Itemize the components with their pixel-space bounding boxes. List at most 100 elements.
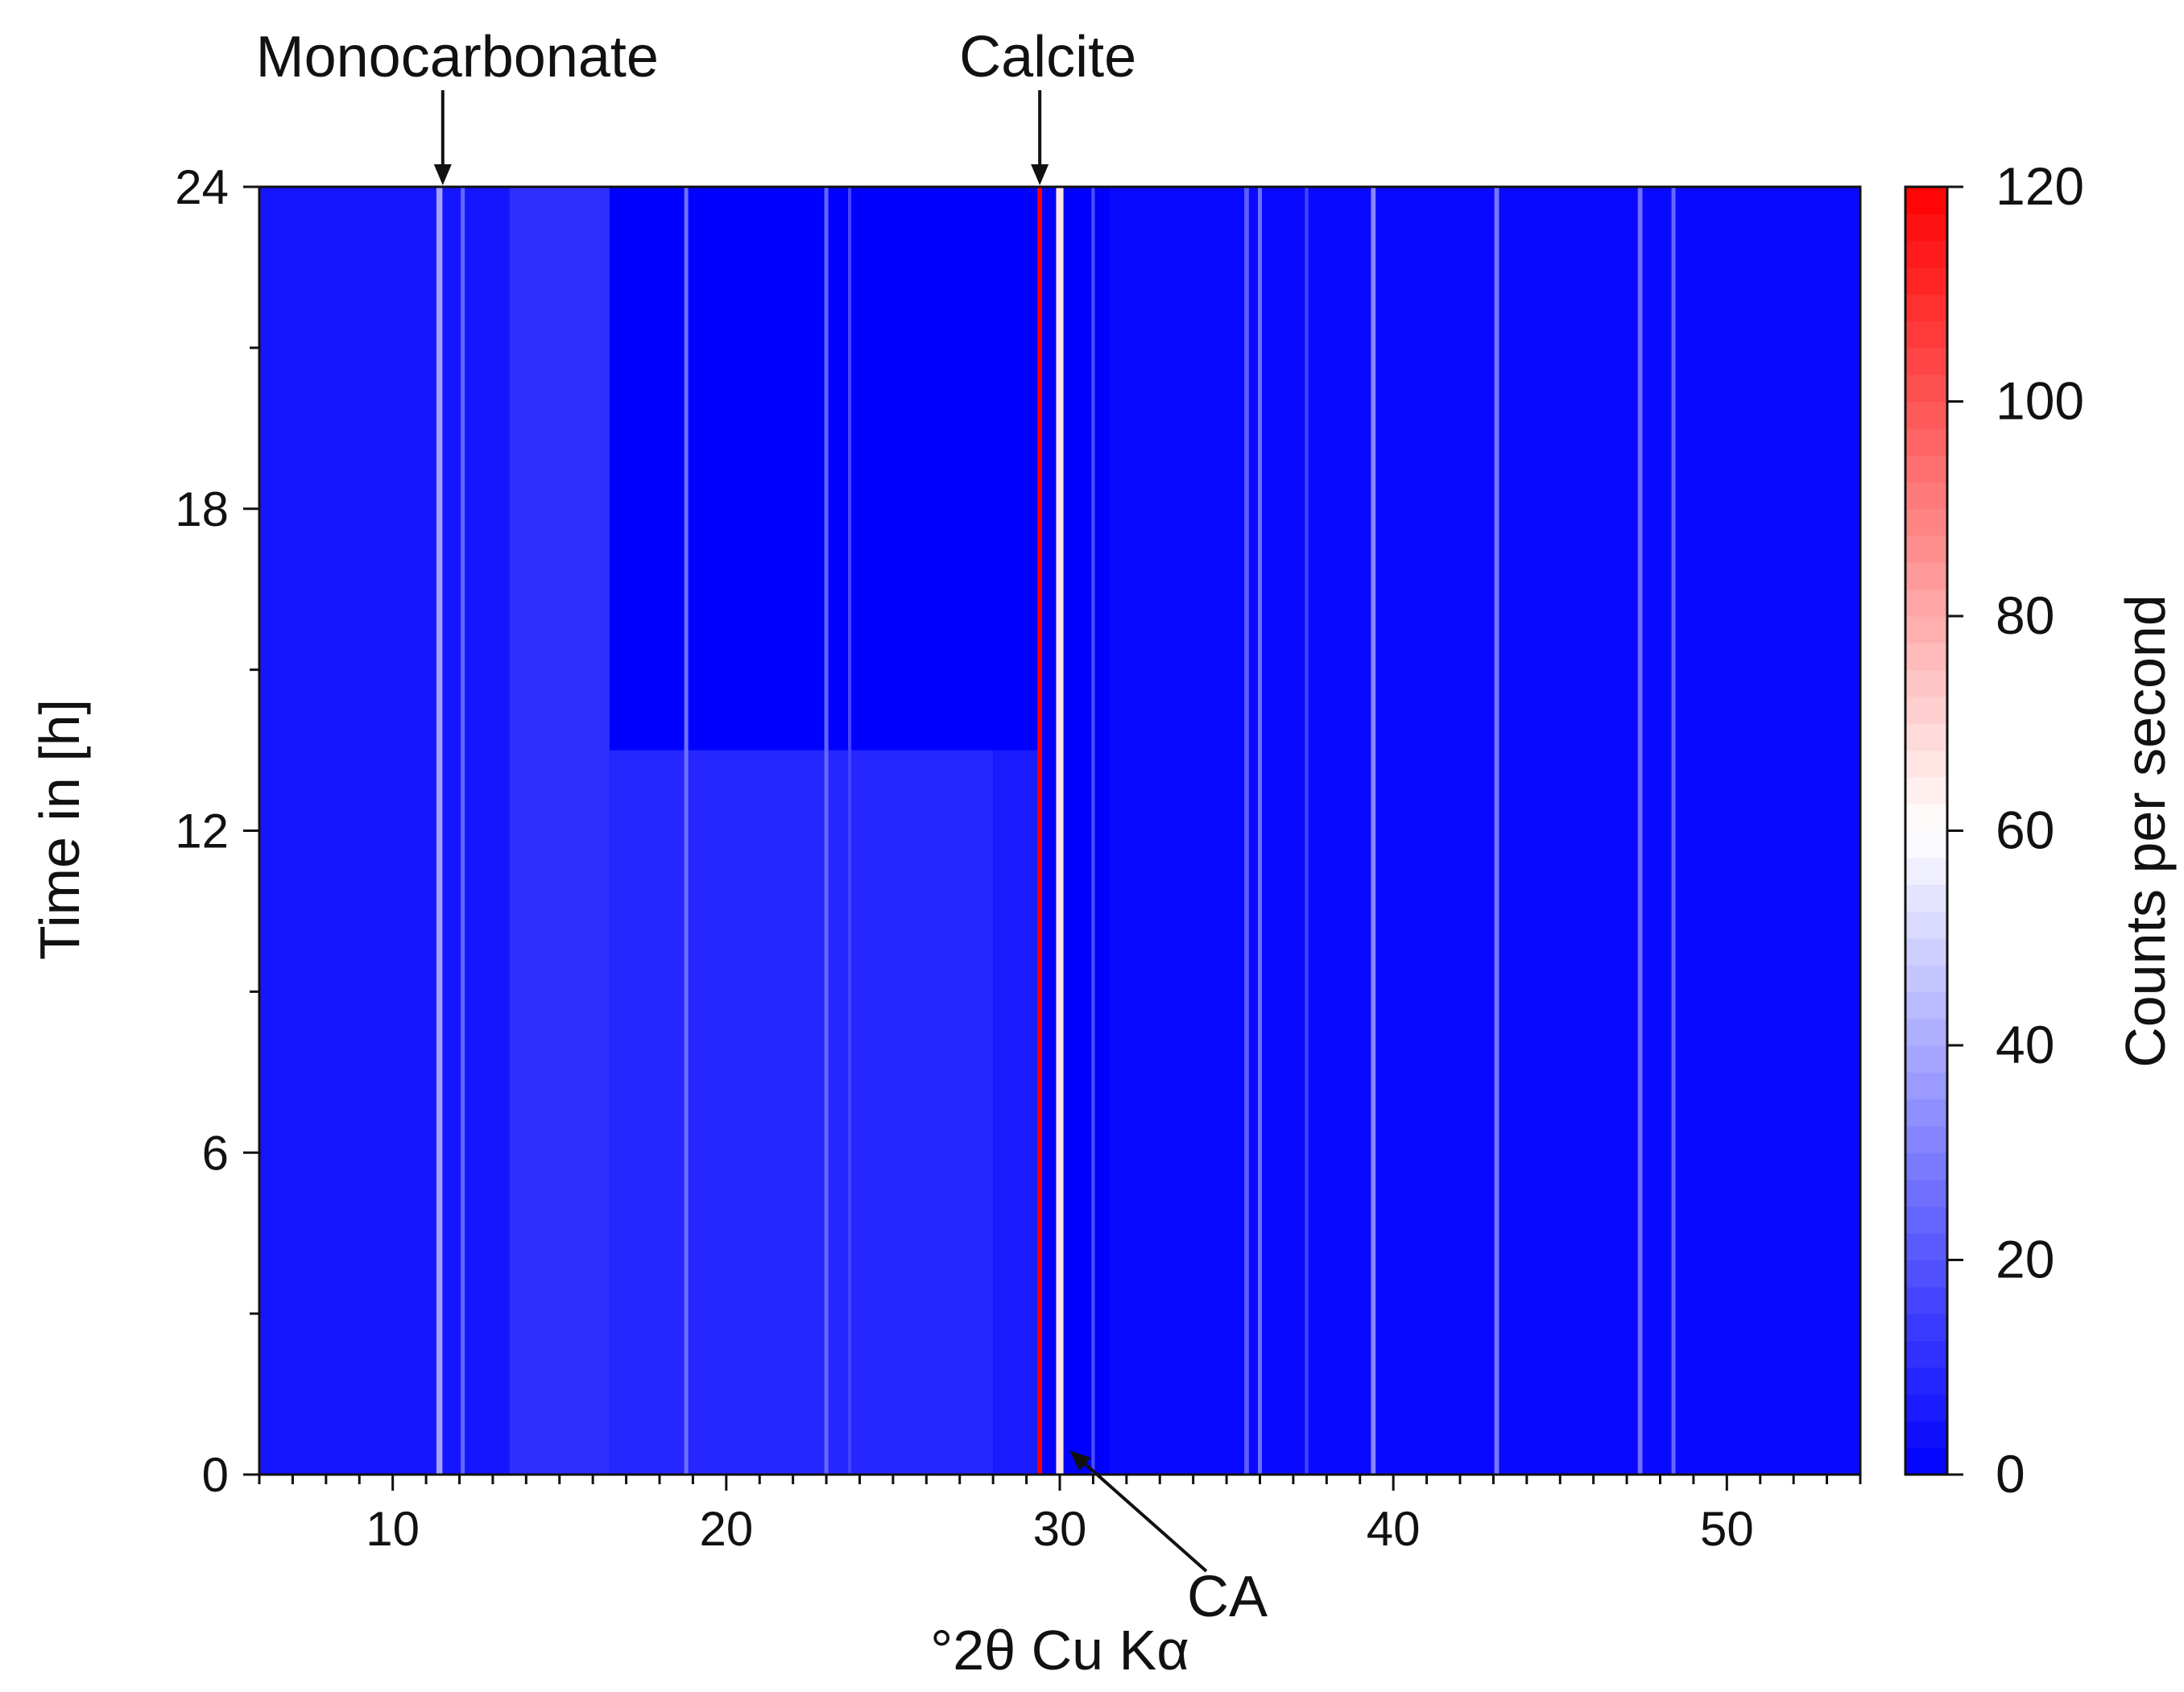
- colorbar-tick-label: 20: [1996, 1230, 2054, 1289]
- colorbar-cell: [1905, 1098, 1947, 1127]
- colorbar-cell: [1905, 937, 1947, 966]
- arrow-head: [1031, 164, 1049, 185]
- reflection-line: [824, 187, 829, 1475]
- colorbar-cell: [1905, 669, 1947, 697]
- y-tick-label: 18: [175, 482, 229, 536]
- colorbar-cell: [1905, 482, 1947, 510]
- reflection-line: [1037, 187, 1043, 1475]
- colorbar-gradient: [1905, 187, 1947, 1475]
- heatmap-region: [509, 187, 610, 1475]
- colorbar-cell: [1905, 1152, 1947, 1181]
- annotation-arrow: [1079, 1458, 1208, 1573]
- heatmap-region: [993, 750, 1040, 1475]
- colorbar-label: Counts per second: [2114, 594, 2177, 1068]
- colorbar-cell: [1905, 911, 1947, 939]
- colorbar-cell: [1905, 267, 1947, 295]
- colorbar-cell: [1905, 1179, 1947, 1207]
- x-tick-label: 30: [1033, 1502, 1087, 1556]
- colorbar-cell: [1905, 1340, 1947, 1368]
- x-tick-label: 50: [1700, 1502, 1754, 1556]
- reflection-line: [848, 187, 852, 1475]
- colorbar-cell: [1905, 401, 1947, 429]
- heatmap-region: [1110, 187, 1860, 1475]
- y-axis-label: Time in [h]: [28, 699, 91, 960]
- annotation-label: Monocarbonate: [256, 25, 659, 89]
- colorbar-cell: [1905, 1447, 1947, 1475]
- x-axis-label: °2θ Cu Kα: [930, 1619, 1189, 1682]
- reflection-line: [684, 187, 689, 1475]
- colorbar-cell: [1905, 1367, 1947, 1395]
- colorbar-cell: [1905, 857, 1947, 885]
- annotation-label: Calcite: [959, 25, 1136, 89]
- y-tick-label: 6: [202, 1126, 229, 1180]
- colorbar-cell: [1905, 347, 1947, 375]
- colorbar-cell: [1905, 750, 1947, 778]
- colorbar-cell: [1905, 187, 1947, 214]
- colorbar-cell: [1905, 1260, 1947, 1288]
- colorbar-cell: [1905, 1072, 1947, 1100]
- reflection-line: [1258, 187, 1262, 1475]
- colorbar-cell: [1905, 1233, 1947, 1261]
- reflection-line: [1244, 187, 1249, 1475]
- y-tick-label: 0: [202, 1448, 229, 1502]
- colorbar-cell: [1905, 1313, 1947, 1342]
- colorbar-cell: [1905, 562, 1947, 590]
- colorbar: 0 20 40 60 80 100 120 Counts per second: [1904, 156, 2177, 1504]
- colorbar-cell: [1905, 1206, 1947, 1234]
- colorbar-cell: [1905, 428, 1947, 456]
- reflection-line: [1091, 187, 1095, 1475]
- heatmap-region: [259, 187, 510, 1475]
- colorbar-tick-label: 80: [1996, 585, 2054, 645]
- colorbar-cell: [1905, 374, 1947, 403]
- colorbar-cell: [1905, 965, 1947, 992]
- reflection-line: [1494, 187, 1499, 1475]
- x-tick-label: 40: [1367, 1502, 1421, 1556]
- y-axis: 0 6 12 18 24: [175, 160, 259, 1502]
- colorbar-cell: [1905, 294, 1947, 322]
- colorbar-cell: [1905, 884, 1947, 912]
- y-tick-label: 24: [175, 160, 229, 214]
- x-axis: 10 20 30 40 50: [258, 1473, 1862, 1556]
- colorbar-cell: [1905, 723, 1947, 751]
- heatmap-plot-area: [258, 185, 1862, 1476]
- reflection-line: [1371, 187, 1376, 1475]
- colorbar-cell: [1905, 1125, 1947, 1153]
- colorbar-ticks: 0 20 40 60 80 100 120: [1947, 156, 2084, 1504]
- colorbar-cell: [1905, 1394, 1947, 1421]
- heatmap-region: [726, 750, 994, 1475]
- colorbar-cell: [1905, 321, 1947, 349]
- colorbar-cell: [1905, 508, 1947, 536]
- colorbar-cell: [1905, 240, 1947, 268]
- colorbar-cell: [1905, 1286, 1947, 1314]
- colorbar-cell: [1905, 1018, 1947, 1046]
- reflection-line: [1637, 187, 1643, 1475]
- arrow-head: [1069, 1450, 1091, 1471]
- y-tick-label: 12: [175, 805, 229, 858]
- annotation-label: CA: [1187, 1565, 1268, 1629]
- reflection-line: [436, 187, 443, 1475]
- colorbar-tick-label: 0: [1996, 1444, 2025, 1504]
- colorbar-cell: [1905, 536, 1947, 563]
- reflection-line: [461, 187, 465, 1475]
- colorbar-cell: [1905, 804, 1947, 832]
- reflection-line: [1305, 187, 1309, 1475]
- reflection-line: [1056, 187, 1064, 1475]
- heatmap-reflection-lines: [436, 187, 1676, 1475]
- colorbar-tick-label: 100: [1996, 371, 2084, 431]
- x-tick-label: 20: [699, 1502, 753, 1556]
- arrow-head: [433, 164, 452, 185]
- heatmap-region: [609, 750, 726, 1475]
- colorbar-cell: [1905, 991, 1947, 1020]
- colorbar-tick-label: 40: [1996, 1015, 2054, 1074]
- colorbar-cell: [1905, 1421, 1947, 1449]
- colorbar-cell: [1905, 1045, 1947, 1073]
- colorbar-cell: [1905, 616, 1947, 643]
- heatmap-regions: [259, 187, 1860, 1475]
- colorbar-cell: [1905, 455, 1947, 483]
- colorbar-cell: [1905, 830, 1947, 858]
- colorbar-cell: [1905, 776, 1947, 805]
- peak-annotations: Monocarbonate Calcite CA: [256, 25, 1268, 1629]
- colorbar-cell: [1905, 213, 1947, 242]
- reflection-line: [1671, 187, 1676, 1475]
